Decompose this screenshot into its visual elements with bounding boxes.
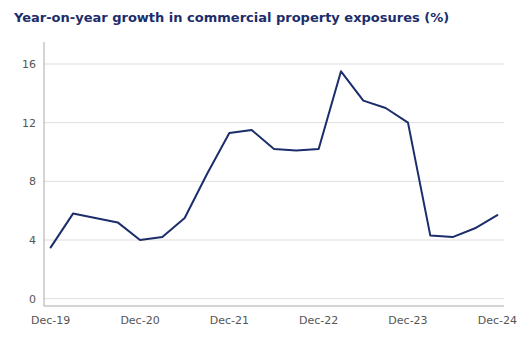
grid-line — [44, 298, 504, 299]
chart: Year-on-year growth in commercial proper… — [0, 0, 520, 340]
y-axis-line — [44, 42, 45, 306]
y-tick-label: 0 — [29, 293, 36, 306]
grid-line — [44, 64, 504, 65]
y-tick-label: 12 — [22, 117, 36, 130]
title: Year-on-year growth in commercial proper… — [13, 10, 449, 25]
x-tick-label: Dec-23 — [388, 314, 427, 327]
x-tick-label: Dec-19 — [31, 314, 70, 327]
y-tick-label: 4 — [29, 234, 36, 247]
plot-area — [51, 71, 498, 247]
y-tick-label: 8 — [29, 175, 36, 188]
x-axis-line — [44, 306, 504, 307]
grid-line — [44, 240, 504, 241]
x-tick-label: Dec-20 — [120, 314, 159, 327]
grid-line — [44, 122, 504, 123]
line — [51, 71, 498, 247]
y-tick-label: 16 — [22, 58, 36, 71]
x-tick-label: Dec-22 — [299, 314, 338, 327]
grid-line — [44, 181, 504, 182]
x-tick-label: Dec-21 — [210, 314, 249, 327]
x-tick-label: Dec-24 — [478, 314, 517, 327]
